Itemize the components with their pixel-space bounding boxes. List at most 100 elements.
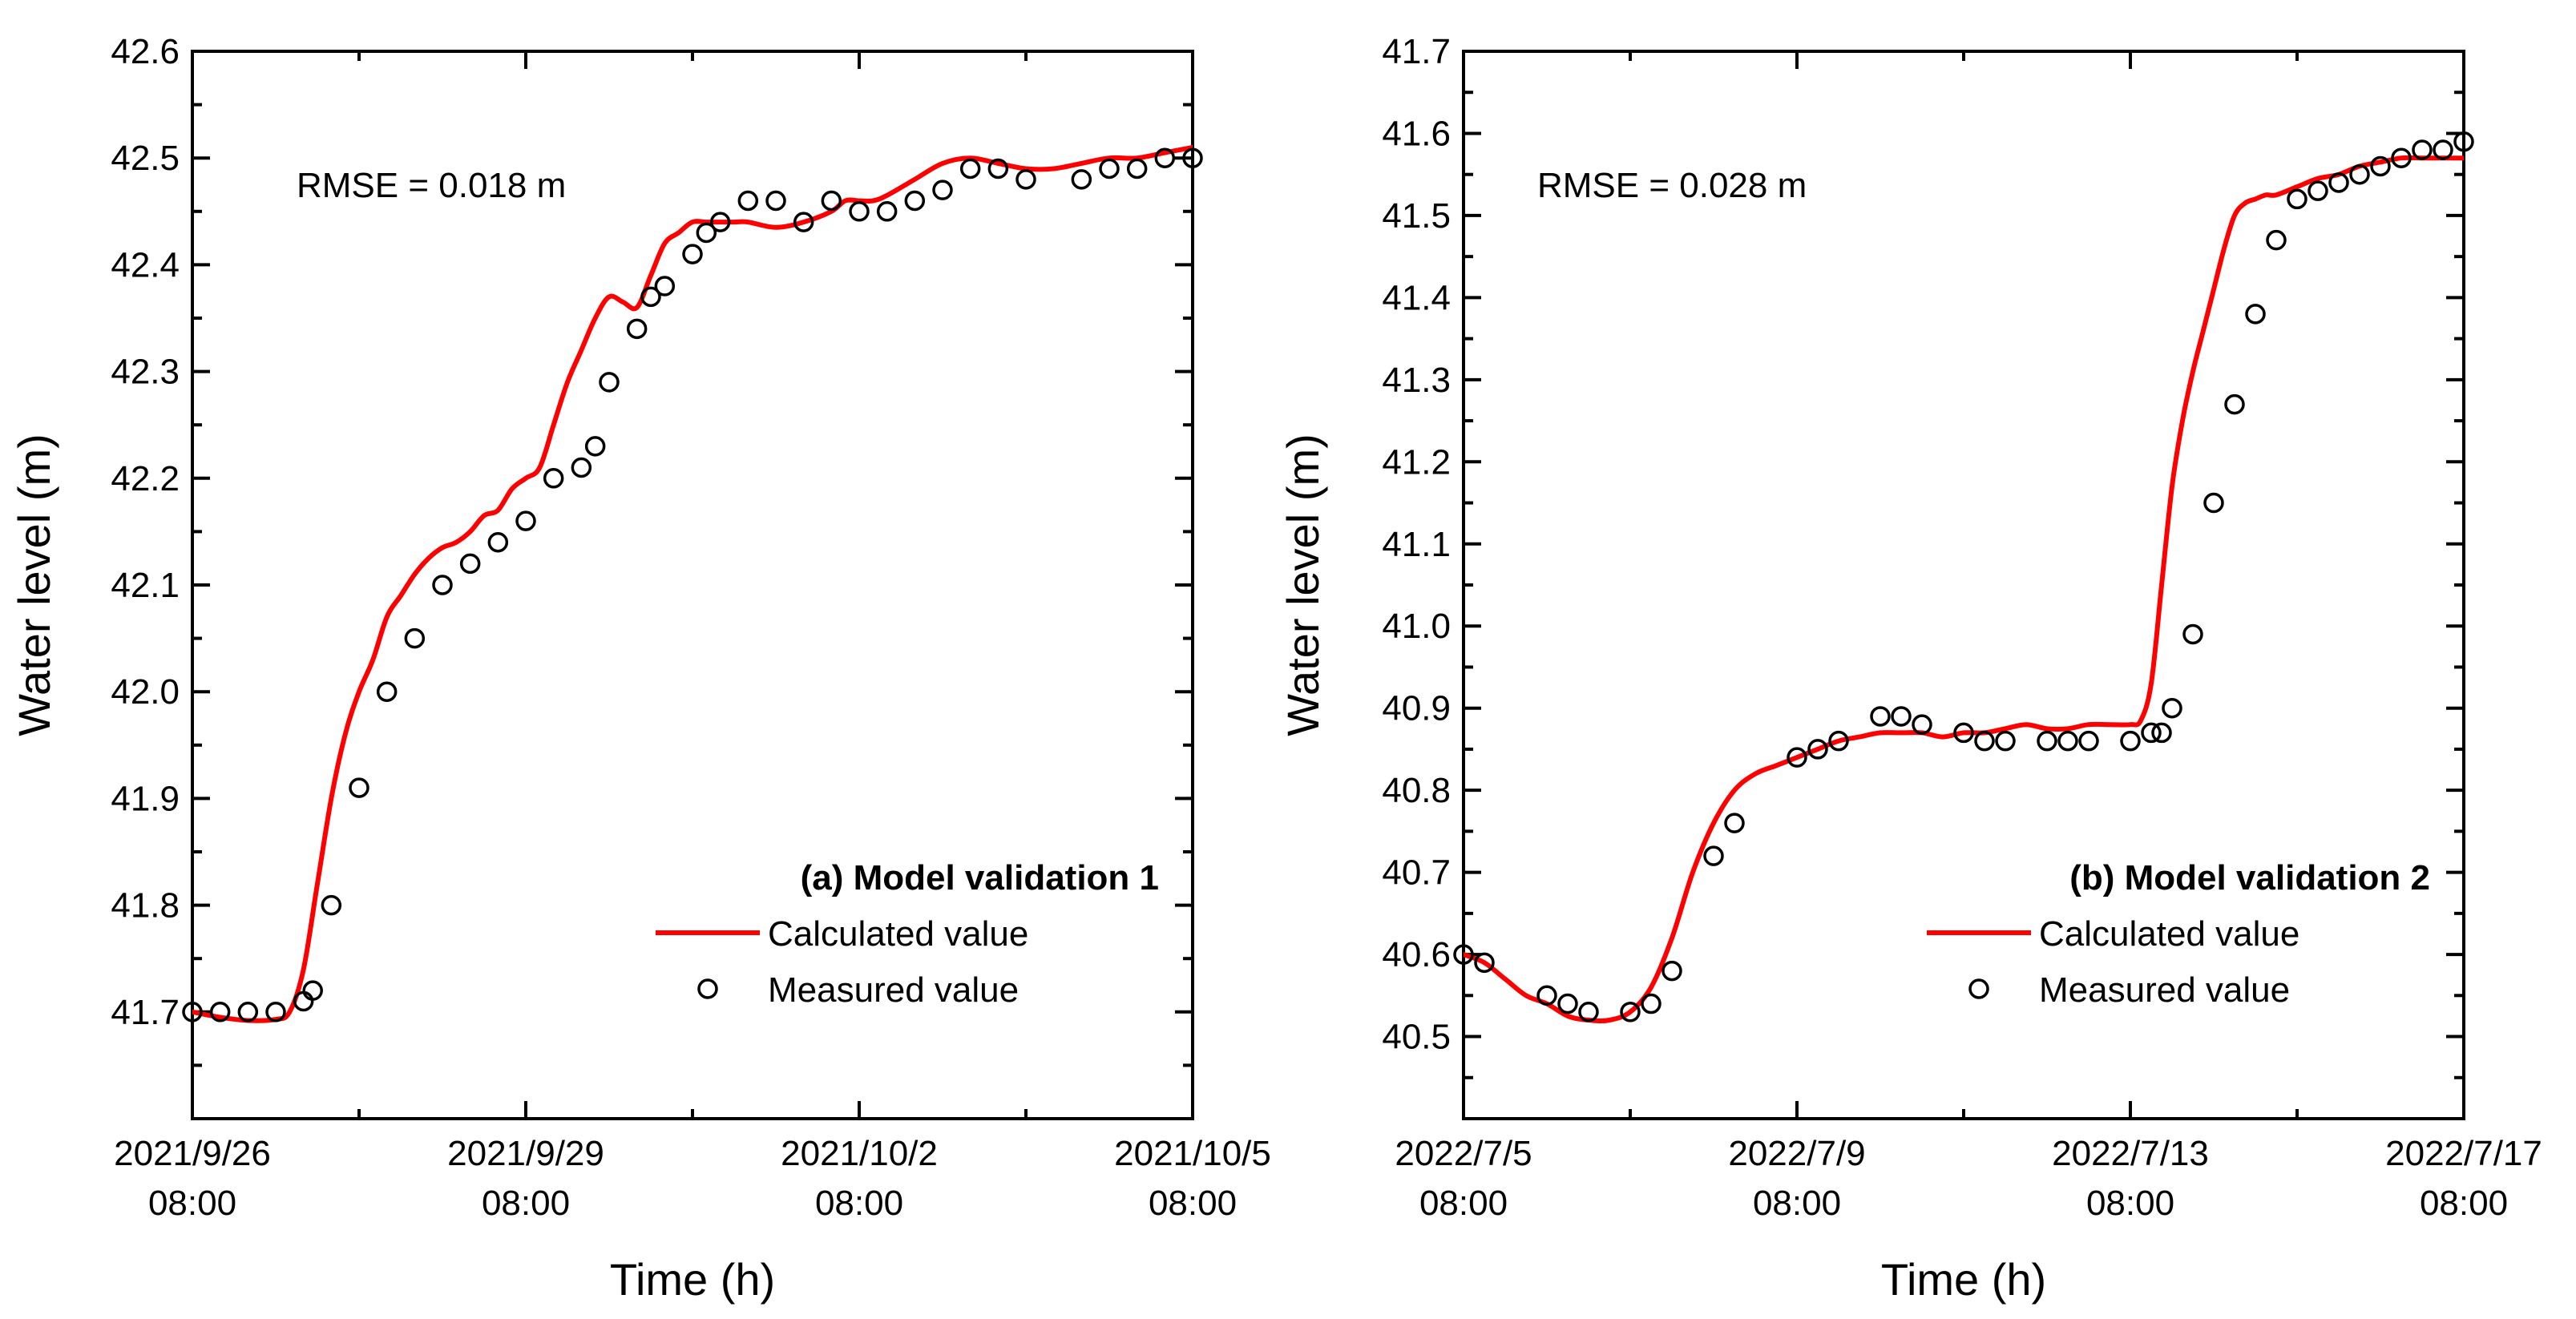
y-axis-title: Water level (m): [9, 434, 59, 736]
measured-value-point: [487, 531, 509, 553]
x-tick-label: 2021/10/2 08:00: [781, 1134, 938, 1223]
measured-value-point: [987, 158, 1009, 179]
measured-value-point: [1891, 706, 1912, 727]
y-tick-label: 41.3: [1382, 361, 1451, 400]
y-tick-label: 41.6: [1382, 114, 1451, 153]
measured-value-point: [209, 1002, 231, 1023]
x-tick-time: 08:00: [815, 1184, 903, 1223]
x-tick-date: 2022/7/9: [1728, 1134, 1865, 1173]
legend-calculated-label: Calculated value: [768, 914, 1028, 954]
legend-measured-swatch: [697, 978, 718, 999]
chart-panel-b: 40.5 40.6 40.7 40.8 40.9 41.0 41.1 41.2 41.3 41.4…: [1278, 32, 2542, 1305]
measured-value-point: [709, 212, 731, 232]
measured-value-point: [1126, 158, 1148, 179]
measured-value-point: [1974, 730, 1995, 752]
x-tick-label: 2021/10/5 08:00: [1114, 1134, 1271, 1223]
measured-value-point: [2182, 623, 2203, 645]
measured-value-point: [696, 222, 717, 244]
x-tick-label: 2022/7/13 08:00: [2052, 1134, 2209, 1223]
measured-value-point: [2162, 697, 2182, 719]
y-tick-label: 41.0: [1382, 607, 1451, 646]
y-tick-label: 41.2: [1382, 442, 1451, 482]
measured-value-point: [182, 1002, 203, 1023]
x-tick-date: 2022/7/13: [2052, 1134, 2209, 1173]
y-tick-label: 42.1: [111, 566, 180, 605]
measured-value-point: [1154, 147, 1176, 168]
measured-value-point: [321, 894, 342, 916]
measured-value-point: [1578, 1002, 1599, 1023]
y-tick-label: 42.0: [111, 672, 180, 712]
rmse-annotation: RMSE = 0.018 m: [297, 166, 566, 205]
measured-value-point: [2120, 730, 2141, 752]
measured-value-point: [2287, 188, 2307, 210]
y-tick-label: 42.3: [111, 353, 180, 392]
measured-value-point: [2328, 172, 2349, 193]
measured-value-point: [2349, 163, 2370, 185]
measured-value-point: [737, 190, 759, 212]
legend-measured-swatch: [1968, 978, 1989, 999]
chart-panel-a: 41.7 41.8 41.9 42.0 42.1 42.2 42.3 42.4 42.5 42.6…: [9, 32, 1271, 1305]
measured-value-point: [1724, 813, 1745, 833]
measured-value-point: [1536, 985, 1557, 1006]
measured-value-point: [1620, 1002, 1641, 1023]
measured-value-point: [1182, 147, 1203, 168]
measured-value-point: [1661, 960, 1682, 982]
x-tick-time: 08:00: [482, 1184, 570, 1223]
plot-frame: [191, 50, 1194, 1120]
x-tick-label: 2022/7/5 08:00: [1395, 1134, 1532, 1223]
measured-value-point: [584, 436, 606, 457]
measured-value-point: [2203, 492, 2224, 514]
measured-value-point: [626, 318, 648, 340]
measured-value-point: [1641, 993, 1661, 1014]
measured-value-point: [1703, 845, 1724, 866]
measured-value-point: [640, 286, 661, 308]
measured-value-point: [876, 201, 898, 222]
x-tick-date: 2022/7/5: [1395, 1134, 1532, 1173]
y-tick-label: 42.6: [111, 32, 180, 71]
measured-value-point: [1557, 993, 1578, 1014]
x-tick-time: 08:00: [1753, 1184, 1841, 1223]
measured-value-point: [2037, 730, 2057, 752]
measured-value-point: [376, 681, 398, 702]
y-tick-label: 40.9: [1382, 689, 1451, 728]
y-tick-label: 41.1: [1382, 525, 1451, 564]
y-tick-label: 40.6: [1382, 935, 1451, 974]
rmse-annotation: RMSE = 0.028 m: [1537, 166, 1807, 205]
y-tick-label: 40.7: [1382, 853, 1451, 893]
y-axis-title: Water level (m): [1278, 434, 1328, 736]
measured-value-point: [2453, 131, 2474, 152]
x-tick-date: 2021/9/26: [114, 1134, 271, 1173]
y-tick-label: 40.8: [1382, 771, 1451, 810]
measured-value-point: [2391, 147, 2412, 168]
legend-calculated-label: Calculated value: [2039, 914, 2299, 954]
measured-value-point: [1015, 169, 1036, 190]
measured-value-point: [765, 190, 786, 212]
x-tick-date: 2021/9/29: [447, 1134, 604, 1173]
measured-value-point: [1953, 722, 1974, 744]
y-tick-label: 41.7: [1382, 32, 1451, 71]
y-tick-label: 40.5: [1382, 1018, 1451, 1057]
measured-value-point: [237, 1002, 259, 1023]
measured-value-point: [959, 158, 981, 179]
measured-value-point: [543, 468, 564, 489]
x-tick-date: 2022/7/17: [2385, 1134, 2542, 1173]
measured-value-point: [1828, 730, 1849, 752]
measured-value-point: [2151, 722, 2172, 744]
measured-value-point: [2412, 139, 2433, 160]
y-tick-label: 42.4: [111, 245, 180, 284]
y-tick-label: 41.9: [111, 779, 180, 818]
x-tick-time: 08:00: [2086, 1184, 2174, 1223]
measured-value-point: [2370, 155, 2391, 177]
measured-value-point: [293, 990, 314, 1012]
measured-value-point: [1995, 730, 2016, 752]
measured-value-point: [2224, 393, 2245, 415]
measured-value-point: [571, 457, 592, 478]
x-tick-time: 08:00: [1149, 1184, 1237, 1223]
measured-value-point: [849, 201, 870, 222]
x-tick-date: 2021/10/2: [781, 1134, 938, 1173]
measured-value-point: [682, 244, 703, 264]
measured-value-point: [1787, 747, 1807, 768]
measured-value-point: [404, 627, 426, 649]
measured-value-point: [1453, 944, 1474, 965]
measured-value-point: [432, 575, 453, 595]
